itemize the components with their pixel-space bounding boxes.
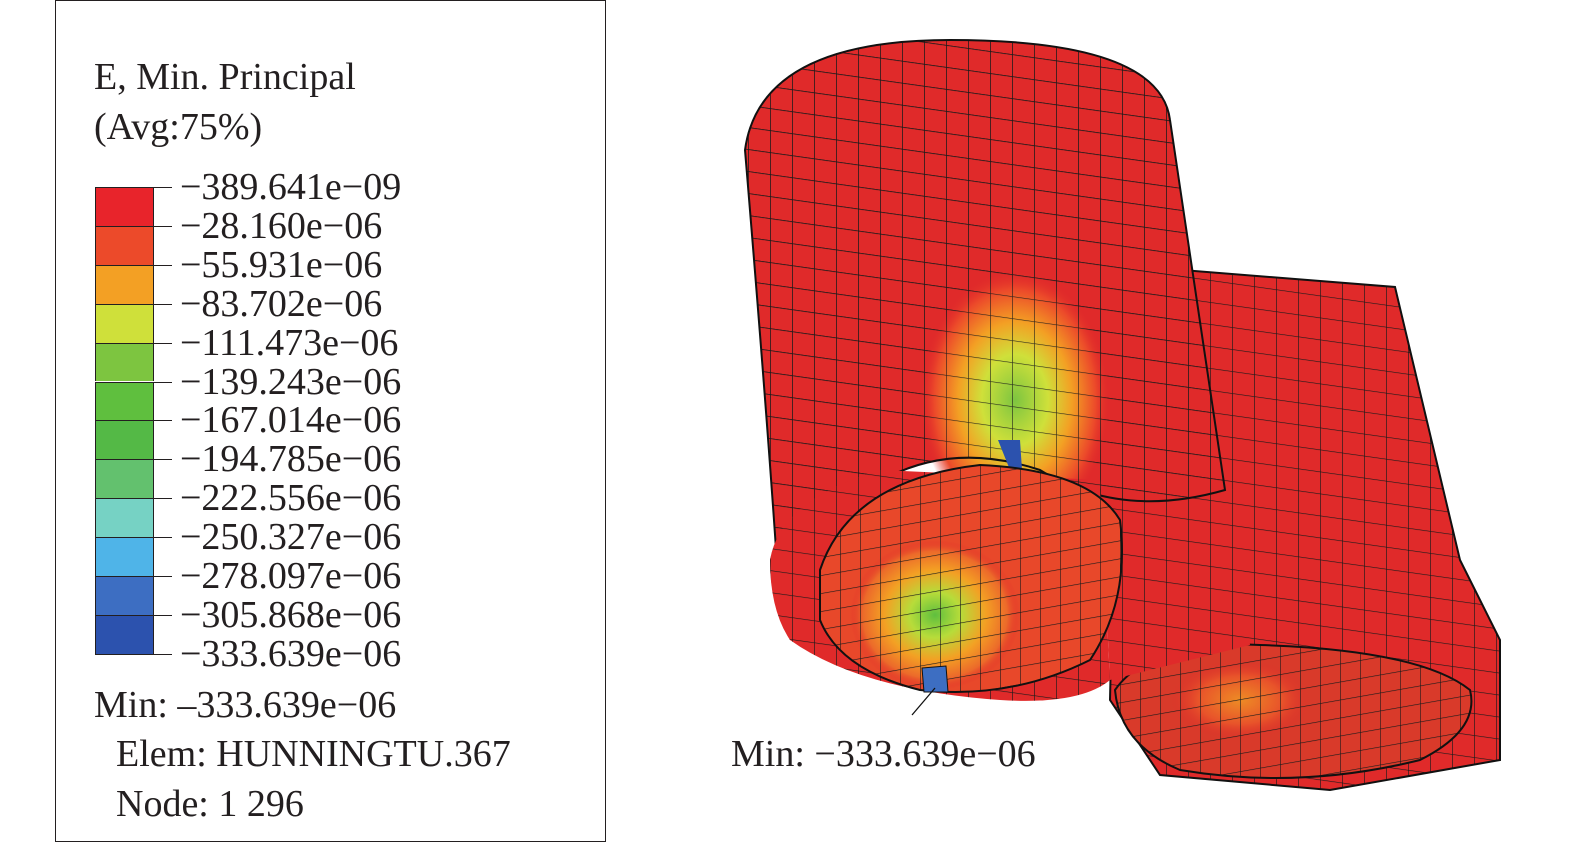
legend-band [95,420,154,460]
legend-band [95,264,154,304]
legend-tick-label: −111.473e−06 [180,321,399,364]
model-min-label: Min: −333.639e−06 [731,733,1036,775]
legend-band [95,614,154,654]
min-location-marker [922,666,948,692]
legend-panel [55,0,606,842]
legend-tick [154,614,172,616]
legend-tick [154,225,172,227]
legend-tick-label: −250.327e−06 [180,516,402,559]
legend-band-divider [95,264,154,266]
legend-tick [154,342,172,344]
legend-band-divider [95,537,154,539]
legend-tick-label: −222.556e−06 [180,477,402,520]
legend-tick [154,653,172,655]
legend-tick-label: −333.639e−06 [180,632,402,675]
legend-tick [154,420,172,422]
legend-band [95,187,154,226]
legend-tick-label: −278.097e−06 [180,555,402,597]
legend-band-divider [95,614,154,616]
legend-tick-label: −194.785e−06 [180,438,402,481]
legend-band-divider [95,576,154,577]
legend-band-divider [95,498,154,500]
legend-band-divider [95,342,154,344]
legend-band-divider [95,381,154,383]
legend-band [95,342,154,382]
legend-tick-label: −389.641e−09 [180,166,402,208]
legend-tick [154,459,172,461]
legend-tick-label: −28.160e−06 [180,204,383,247]
legend-min-element: Elem: HUNNINGTU.367 [116,733,511,775]
legend-tick [154,498,172,500]
legend-band-divider [95,225,154,227]
legend-band [95,498,154,538]
legend-tick-label: −139.243e−06 [180,360,402,403]
legend-min-value: Min: –333.639e−06 [94,684,397,726]
legend-band [95,225,154,265]
legend-tick-label: −55.931e−06 [180,243,383,286]
legend-band-divider [95,653,154,655]
legend-tick-label: −305.868e−06 [180,593,402,636]
legend-band-divider [95,303,154,305]
legend-tick [154,381,172,383]
legend-tick [154,303,172,305]
legend-band-divider [95,420,154,422]
legend-band [95,381,154,421]
legend-band [95,459,154,499]
legend-band [95,537,154,576]
legend-title: E, Min. Principal [94,56,356,98]
legend-min-node: Node: 1 296 [116,783,304,825]
legend-tick-label: −167.014e−06 [180,399,402,442]
legend-tick [154,187,172,188]
legend-band [95,303,154,343]
legend-tick [154,537,172,539]
legend-band-divider [95,459,154,461]
legend-tick-label: −83.702e−06 [180,282,383,325]
legend-band-divider [95,187,154,188]
legend-tick [154,264,172,266]
fe-model-contour-plot [743,38,1501,792]
legend-averaging: (Avg:75%) [94,106,263,148]
legend-band [95,576,154,615]
legend-tick [154,576,172,577]
